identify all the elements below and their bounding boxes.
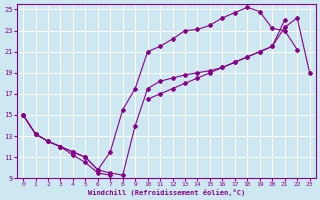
X-axis label: Windchill (Refroidissement éolien,°C): Windchill (Refroidissement éolien,°C) [88, 189, 245, 196]
